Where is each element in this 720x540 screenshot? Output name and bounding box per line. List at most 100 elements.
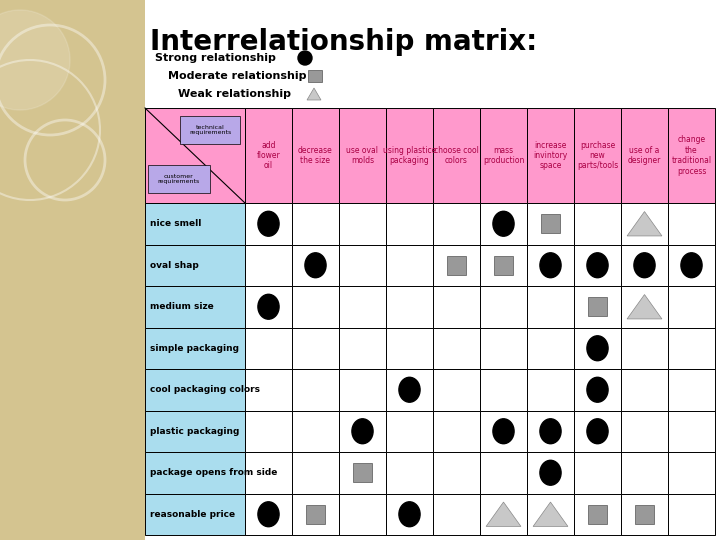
Bar: [386, 410, 433, 452]
Bar: [339, 108, 386, 203]
Bar: [433, 452, 480, 494]
Bar: [574, 203, 621, 245]
Polygon shape: [627, 294, 662, 319]
Bar: [245, 108, 292, 203]
Bar: [527, 494, 574, 535]
Bar: [433, 410, 480, 452]
Bar: [480, 108, 527, 203]
Bar: [668, 108, 715, 203]
Ellipse shape: [540, 460, 561, 485]
Bar: [386, 327, 433, 369]
Bar: [306, 505, 325, 524]
Bar: [621, 452, 668, 494]
Bar: [527, 369, 574, 410]
Bar: [386, 203, 433, 245]
Bar: [527, 108, 574, 203]
Bar: [245, 203, 292, 245]
Bar: [574, 452, 621, 494]
Ellipse shape: [399, 502, 420, 526]
Bar: [588, 505, 607, 524]
Bar: [145, 203, 245, 245]
Text: purchase
new
parts/tools: purchase new parts/tools: [577, 140, 618, 171]
Ellipse shape: [634, 253, 655, 278]
Bar: [621, 410, 668, 452]
Bar: [292, 245, 339, 286]
Text: reasonable price: reasonable price: [150, 510, 235, 519]
Bar: [145, 108, 245, 203]
Bar: [621, 327, 668, 369]
Ellipse shape: [587, 253, 608, 278]
Text: medium size: medium size: [150, 302, 214, 311]
Bar: [447, 256, 466, 274]
Bar: [668, 245, 715, 286]
Polygon shape: [533, 502, 568, 526]
Bar: [527, 203, 574, 245]
Bar: [339, 327, 386, 369]
Bar: [339, 286, 386, 327]
Bar: [339, 369, 386, 410]
Text: Interrelationship matrix:: Interrelationship matrix:: [150, 28, 537, 56]
Text: choose cool
colors: choose cool colors: [434, 146, 479, 165]
Bar: [668, 369, 715, 410]
Ellipse shape: [399, 377, 420, 402]
Bar: [621, 494, 668, 535]
Bar: [527, 327, 574, 369]
Bar: [0, 0, 145, 540]
Bar: [245, 286, 292, 327]
Ellipse shape: [493, 211, 514, 236]
Bar: [145, 410, 245, 452]
Ellipse shape: [258, 294, 279, 319]
Bar: [574, 108, 621, 203]
Bar: [180, 116, 240, 144]
Text: change
the
traditional
process: change the traditional process: [672, 136, 711, 176]
Bar: [668, 203, 715, 245]
Bar: [292, 286, 339, 327]
Bar: [145, 286, 245, 327]
Text: use of a
designer: use of a designer: [628, 146, 661, 165]
Bar: [433, 203, 480, 245]
Text: technical
requirements: technical requirements: [189, 125, 231, 136]
Polygon shape: [627, 212, 662, 236]
Text: add
flower
oil: add flower oil: [256, 140, 280, 171]
Bar: [480, 452, 527, 494]
Bar: [574, 410, 621, 452]
Bar: [386, 369, 433, 410]
Bar: [245, 494, 292, 535]
Bar: [541, 214, 560, 233]
Bar: [292, 327, 339, 369]
Bar: [574, 494, 621, 535]
Bar: [621, 286, 668, 327]
Bar: [480, 327, 527, 369]
Text: Moderate relationship: Moderate relationship: [168, 71, 307, 81]
Bar: [433, 108, 480, 203]
Bar: [621, 203, 668, 245]
Polygon shape: [486, 502, 521, 526]
Text: Weak relationship: Weak relationship: [178, 89, 291, 99]
Text: package opens from side: package opens from side: [150, 468, 277, 477]
Bar: [386, 108, 433, 203]
Bar: [527, 245, 574, 286]
Bar: [433, 286, 480, 327]
Bar: [354, 463, 372, 482]
Ellipse shape: [352, 419, 373, 444]
Bar: [292, 452, 339, 494]
Bar: [339, 410, 386, 452]
Bar: [292, 494, 339, 535]
Bar: [245, 327, 292, 369]
Text: cool packaging colors: cool packaging colors: [150, 385, 260, 394]
Bar: [308, 70, 322, 82]
Bar: [574, 327, 621, 369]
Ellipse shape: [540, 419, 561, 444]
Bar: [339, 203, 386, 245]
Bar: [145, 369, 245, 410]
Bar: [145, 327, 245, 369]
Text: use oval
molds: use oval molds: [346, 146, 379, 165]
Bar: [433, 245, 480, 286]
Bar: [668, 494, 715, 535]
Bar: [292, 410, 339, 452]
Bar: [574, 369, 621, 410]
Bar: [386, 286, 433, 327]
Bar: [668, 410, 715, 452]
Bar: [527, 452, 574, 494]
Ellipse shape: [587, 336, 608, 361]
